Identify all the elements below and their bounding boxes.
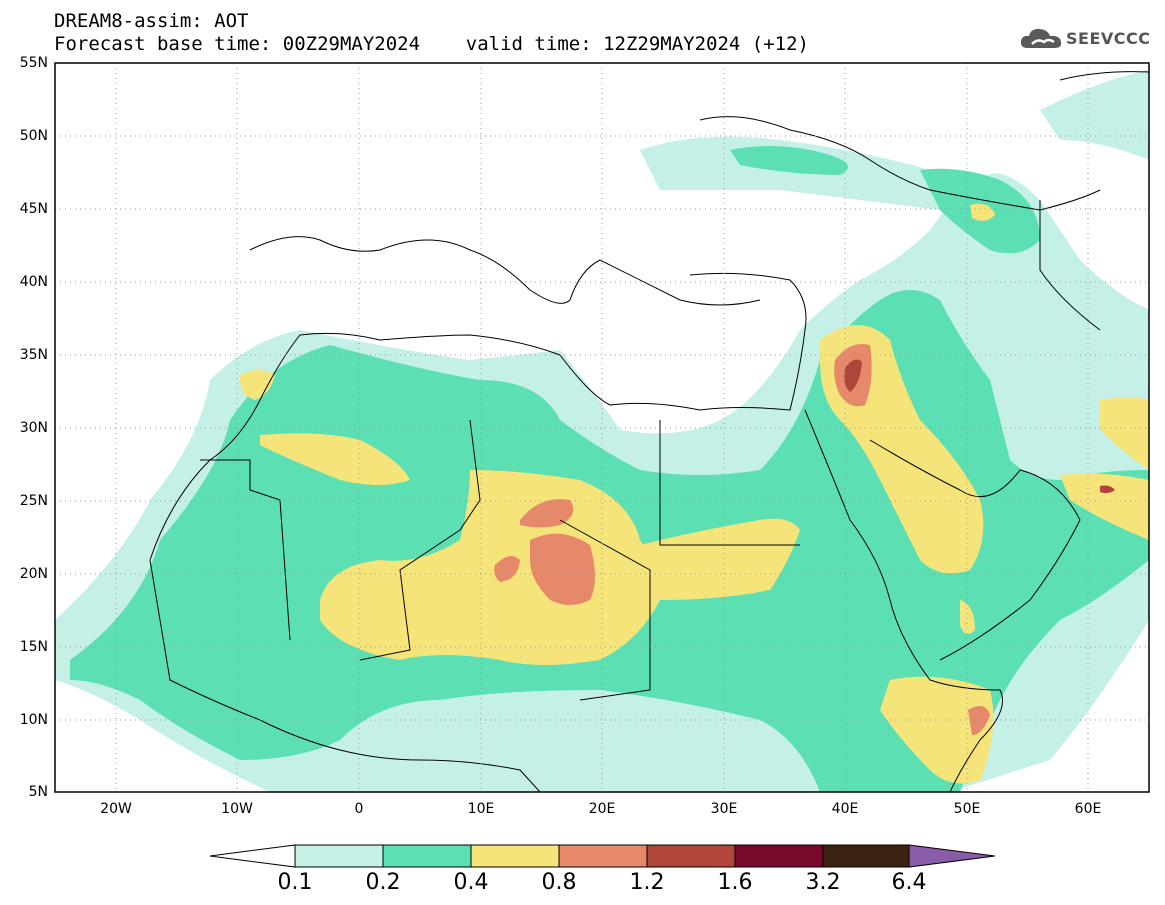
lon-label: 50E [953,801,981,817]
colorbar-label: 6.4 [891,870,927,895]
map-subtitle: Forecast base time: 00Z29MAY2024 valid t… [54,33,809,55]
lon-label: 10W [221,801,253,817]
lat-label: 10N [19,712,48,728]
lon-label: 60E [1074,801,1102,817]
cloud-icon [1020,28,1062,48]
lon-label: 30E [710,801,738,817]
aot-field [55,70,1149,792]
lat-label: 15N [19,639,48,655]
lon-label: 10E [467,801,495,817]
lat-label: 20N [19,566,48,582]
colorbar-label: 1.2 [629,870,665,895]
lon-label: 20W [100,801,132,817]
logo-text: SEEVCCC [1066,29,1151,48]
logo: SEEVCCC [1018,24,1158,54]
colorbar-label: 0.2 [365,870,401,895]
lat-label: 35N [19,347,48,363]
lon-label: 20E [588,801,616,817]
lat-label: 5N [28,784,48,800]
colorbar [209,844,996,868]
lat-label: 40N [19,274,48,290]
map-title: DREAM8-assim: AOT [54,10,249,32]
colorbar-label: 3.2 [805,870,841,895]
colorbar-label: 0.8 [541,870,577,895]
lon-label: 40E [831,801,859,817]
lat-label: 30N [19,420,48,436]
lat-label: 55N [19,55,48,71]
lat-label: 45N [19,201,48,217]
map-frame [54,62,1150,793]
colorbar-label: 0.1 [277,870,313,895]
lat-label: 50N [19,128,48,144]
colorbar-label: 0.4 [453,870,489,895]
coastlines [149,71,1149,792]
colorbar-label: 1.6 [717,870,753,895]
lat-label: 25N [19,493,48,509]
lon-label: 0 [354,801,364,817]
